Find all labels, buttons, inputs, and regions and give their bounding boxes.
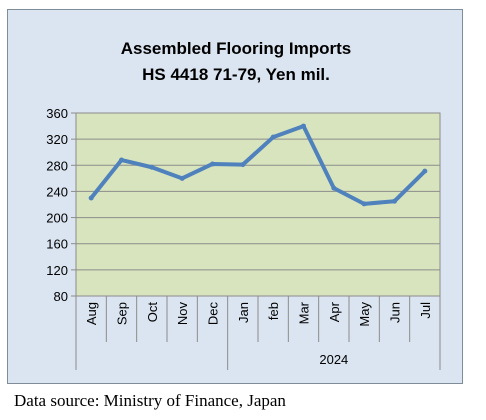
y-tick-label: 280 (46, 158, 68, 173)
x-tick-label: Jun (388, 302, 403, 323)
data-point (422, 168, 428, 174)
data-point (179, 175, 185, 181)
data-point (361, 201, 367, 207)
x-tick-label: Apr (327, 301, 342, 322)
x-tick-label: Jul (418, 302, 433, 319)
x-tick-label: Oct (145, 302, 160, 323)
x-tick-label: Jan (236, 302, 251, 323)
x-tick-label: Mar (297, 301, 312, 324)
chart-title-line2: HS 4418 71-79, Yen mil. (142, 65, 330, 84)
x-tick-label: May (357, 302, 372, 327)
data-point (392, 198, 397, 204)
chart-title-line1: Assembled Flooring Imports (121, 39, 351, 58)
y-tick-label: 80 (54, 289, 68, 304)
data-point (331, 185, 337, 191)
y-tick-label: 200 (46, 211, 68, 226)
data-point (119, 157, 124, 163)
series-line (89, 124, 427, 206)
y-tick-label: 240 (46, 184, 68, 199)
x-group-label: 2024 (319, 352, 348, 367)
y-tick-label: 320 (46, 132, 68, 147)
data-point (210, 161, 215, 167)
x-tick-label: Nov (175, 302, 190, 326)
y-tick-label: 160 (46, 237, 68, 252)
chart-frame: Assembled Flooring Imports HS 4418 71-79… (7, 9, 463, 384)
y-tick-label: 120 (46, 263, 68, 278)
plot-area (75, 112, 441, 297)
y-tick-label: 360 (46, 106, 68, 121)
data-point (270, 134, 276, 140)
x-tick-label: Dec (206, 302, 221, 326)
line-chart: Assembled Flooring Imports HS 4418 71-79… (46, 39, 441, 370)
x-tick-label: feb (266, 302, 281, 320)
data-source-note: Data source: Ministry of Finance, Japan (14, 391, 286, 410)
data-point (149, 164, 155, 170)
data-point (301, 123, 306, 129)
x-tick-label: Sep (115, 302, 130, 325)
data-point (240, 162, 246, 168)
x-tick-label: Aug (84, 302, 99, 325)
data-point (88, 195, 94, 201)
